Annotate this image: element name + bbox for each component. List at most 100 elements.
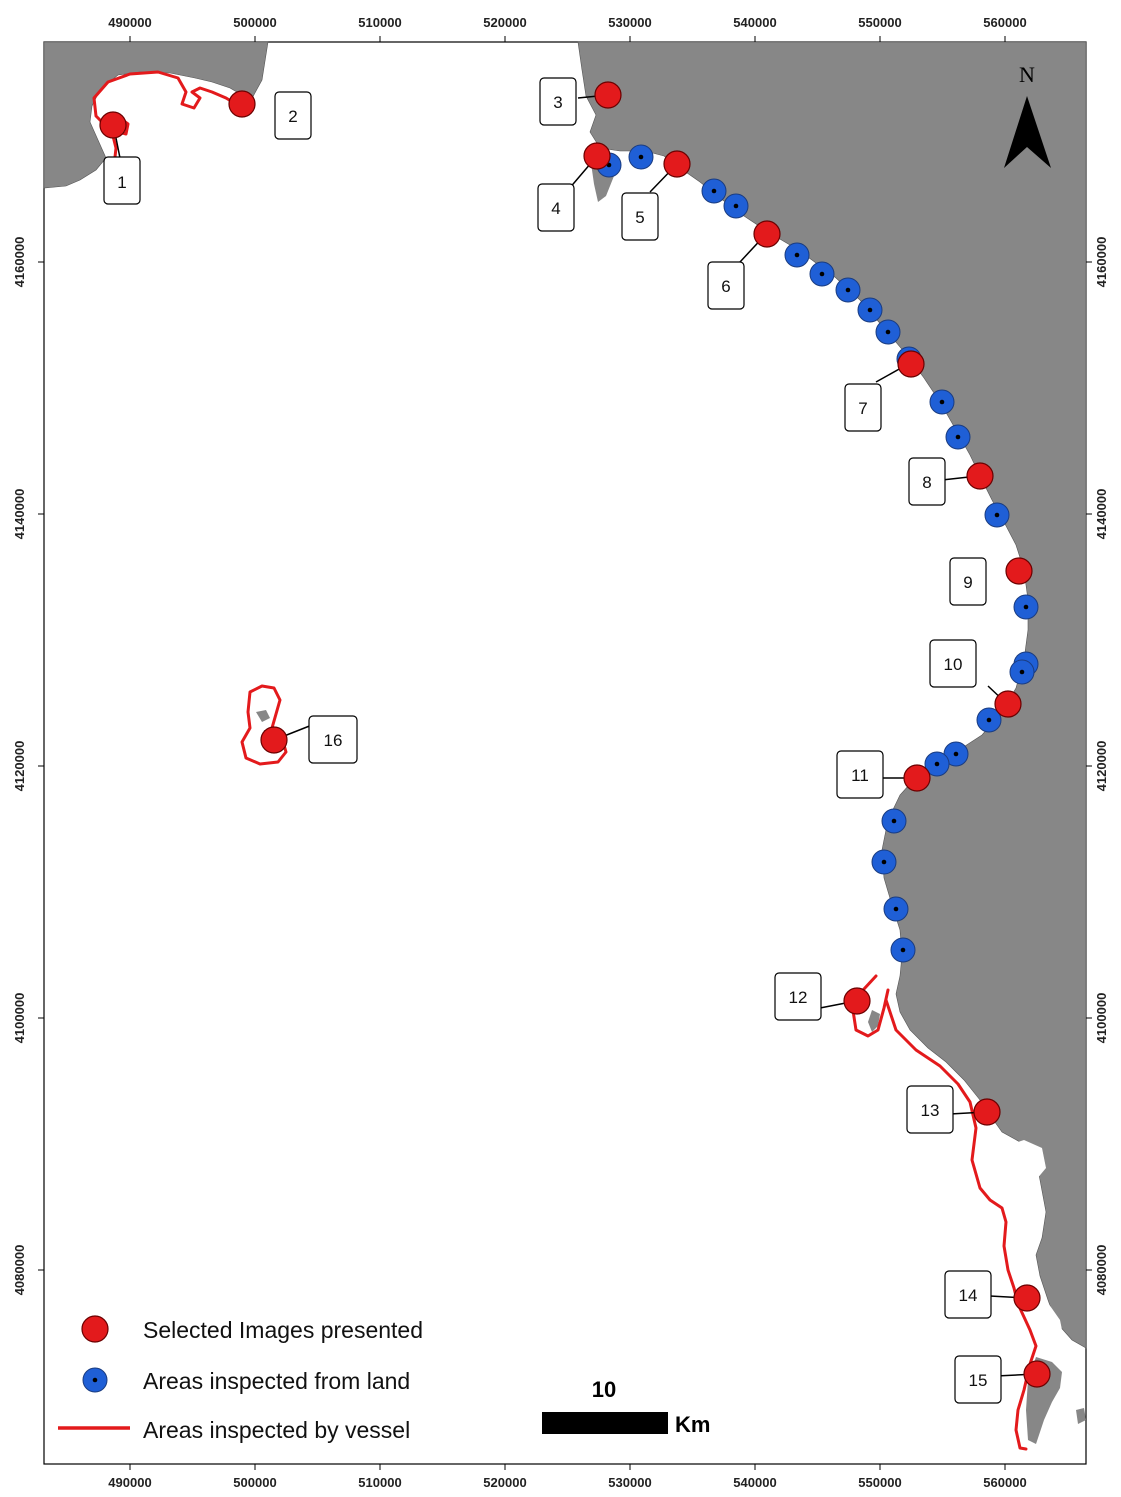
land-point	[924, 751, 950, 777]
selected-point-14	[1013, 1284, 1041, 1312]
land-point	[871, 849, 897, 875]
svg-text:510000: 510000	[358, 1475, 401, 1490]
selected-point-16	[260, 726, 288, 754]
svg-text:560000: 560000	[983, 15, 1026, 30]
land-point	[984, 502, 1010, 528]
site-label-11: 11	[851, 766, 869, 785]
selected-point-15	[1023, 1360, 1051, 1388]
svg-text:520000: 520000	[483, 15, 526, 30]
legend: Selected Images presented Areas inspecte…	[58, 1315, 423, 1443]
selected-point-5	[663, 150, 691, 178]
x-tick-labels-bottom: 490000 500000 510000 520000 530000 54000…	[108, 1475, 1026, 1490]
land-point	[809, 261, 835, 287]
selected-point-1	[99, 111, 127, 139]
land-island-12	[868, 1010, 880, 1032]
y-tick-labels-left: 4160000 4140000 4120000 4100000 4080000	[12, 237, 27, 1296]
site-label-4: 4	[551, 199, 560, 218]
legend-item-land: Areas inspected from land	[82, 1367, 410, 1394]
svg-text:4100000: 4100000	[1094, 993, 1109, 1044]
site-label-7: 7	[858, 399, 867, 418]
site-label-8: 8	[922, 473, 931, 492]
land-point	[784, 242, 810, 268]
svg-text:560000: 560000	[983, 1475, 1026, 1490]
land-point	[943, 741, 969, 767]
legend-item-selected: Selected Images presented	[81, 1315, 423, 1343]
svg-text:4080000: 4080000	[12, 1245, 27, 1296]
axis-ticks	[38, 36, 1092, 1470]
legend-red-dot-icon	[81, 1315, 109, 1343]
svg-text:4160000: 4160000	[12, 237, 27, 288]
selected-image-points	[99, 81, 1051, 1388]
legend-item-vessel: Areas inspected by vessel	[58, 1417, 410, 1443]
site-label-15: 15	[969, 1371, 988, 1390]
land-point	[723, 193, 749, 219]
svg-text:Areas inspected by vessel: Areas inspected by vessel	[143, 1417, 410, 1443]
land-point	[628, 144, 654, 170]
land-point	[835, 277, 861, 303]
svg-text:Selected Images presented: Selected Images presented	[143, 1317, 423, 1343]
vessel-route-13-15	[884, 998, 1038, 1451]
land-point	[701, 178, 727, 204]
selected-point-2	[228, 90, 256, 118]
site-label-6: 6	[721, 277, 730, 296]
land-point	[857, 297, 883, 323]
svg-text:4160000: 4160000	[1094, 237, 1109, 288]
land-point	[1013, 594, 1039, 620]
svg-text:4100000: 4100000	[12, 993, 27, 1044]
selected-point-6	[753, 220, 781, 248]
land-point	[875, 319, 901, 345]
selected-point-12	[843, 987, 871, 1015]
selected-point-8	[966, 462, 994, 490]
svg-text:520000: 520000	[483, 1475, 526, 1490]
svg-text:500000: 500000	[233, 15, 276, 30]
site-label-14: 14	[959, 1286, 978, 1305]
land-point	[1009, 659, 1035, 685]
north-arrow-icon	[1004, 96, 1051, 168]
selected-point-9	[1005, 557, 1033, 585]
svg-text:550000: 550000	[858, 15, 901, 30]
lagoon	[1000, 1140, 1046, 1192]
lagoon-south	[1044, 1300, 1064, 1340]
selected-point-7	[897, 350, 925, 378]
land-point	[976, 707, 1002, 733]
svg-text:Areas inspected from land: Areas inspected from land	[143, 1368, 410, 1394]
site-label-2: 2	[288, 107, 297, 126]
site-label-1: 1	[117, 173, 126, 192]
north-arrow: N	[1004, 62, 1051, 168]
land-point	[890, 937, 916, 963]
svg-text:4080000: 4080000	[1094, 1245, 1109, 1296]
site-label-boxes	[103, 77, 1002, 1404]
selected-point-13	[973, 1098, 1001, 1126]
land-point	[929, 389, 955, 415]
site-labels: 1 2 3 4 5 6 7 8 9 10 11 12 13 14 15 16	[117, 93, 987, 1390]
scale-unit: Km	[675, 1412, 710, 1437]
scale-bar-rect	[542, 1412, 668, 1434]
site-label-10: 10	[944, 655, 963, 674]
site-label-12: 12	[789, 988, 808, 1007]
land-islet-east	[1076, 1408, 1086, 1424]
selected-point-10	[994, 690, 1022, 718]
svg-text:550000: 550000	[858, 1475, 901, 1490]
svg-text:540000: 540000	[733, 15, 776, 30]
svg-text:490000: 490000	[108, 1475, 151, 1490]
site-label-16: 16	[324, 731, 343, 750]
svg-text:510000: 510000	[358, 15, 401, 30]
svg-text:490000: 490000	[108, 15, 151, 30]
land-point	[881, 808, 907, 834]
svg-text:4140000: 4140000	[1094, 489, 1109, 540]
site-label-9: 9	[963, 573, 972, 592]
site-label-13: 13	[921, 1101, 940, 1120]
land-inspection-points	[596, 144, 1039, 963]
selected-point-4	[583, 142, 611, 170]
svg-text:4120000: 4120000	[12, 741, 27, 792]
svg-text:540000: 540000	[733, 1475, 776, 1490]
svg-text:530000: 530000	[608, 1475, 651, 1490]
scale-value: 10	[592, 1377, 616, 1402]
svg-text:4140000: 4140000	[12, 489, 27, 540]
scale-bar: 10 Km	[542, 1377, 710, 1437]
land-point	[945, 424, 971, 450]
land-point	[883, 896, 909, 922]
svg-text:530000: 530000	[608, 15, 651, 30]
vessel-route-16	[240, 684, 288, 766]
